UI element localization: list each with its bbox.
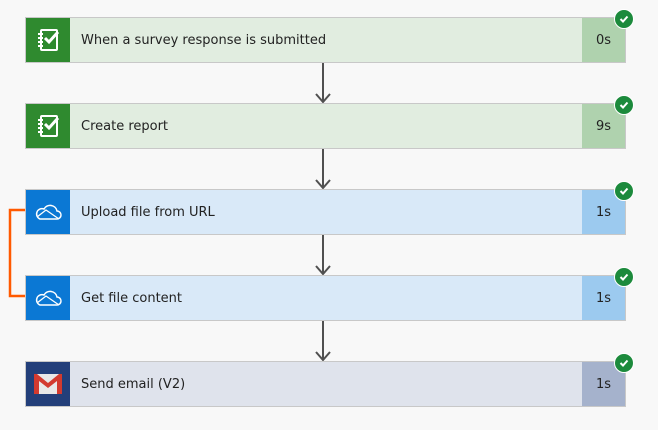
survey-checklist-icon (26, 104, 70, 148)
success-check-icon (614, 181, 634, 201)
step-label: When a survey response is submitted (81, 32, 327, 48)
step-label: Create report (81, 118, 169, 134)
gmail-icon (26, 362, 70, 406)
arrow-down-icon (315, 63, 331, 103)
success-check-icon (614, 353, 634, 373)
flow-step-card[interactable]: When a survey response is submitted 0s (25, 9, 634, 63)
step-label: Upload file from URL (81, 204, 215, 220)
success-check-icon (614, 9, 634, 29)
survey-checklist-icon (26, 18, 70, 62)
onedrive-cloud-icon (26, 190, 70, 234)
flow-step-card[interactable]: Upload file from URL 1s (25, 181, 634, 235)
onedrive-cloud-icon (26, 276, 70, 320)
arrow-down-icon (315, 235, 331, 275)
flow-step-card[interactable]: Create report 9s (25, 95, 634, 149)
success-check-icon (614, 95, 634, 115)
flow-step-card[interactable]: Send email (V2) 1s (25, 353, 634, 407)
flow-step-card[interactable]: Get file content 1s (25, 267, 634, 321)
success-check-icon (614, 267, 634, 287)
arrow-down-icon (315, 149, 331, 189)
step-label: Get file content (81, 290, 183, 306)
arrow-down-icon (315, 321, 331, 361)
step-label: Send email (V2) (81, 376, 186, 392)
step-connector-line (8, 208, 32, 298)
